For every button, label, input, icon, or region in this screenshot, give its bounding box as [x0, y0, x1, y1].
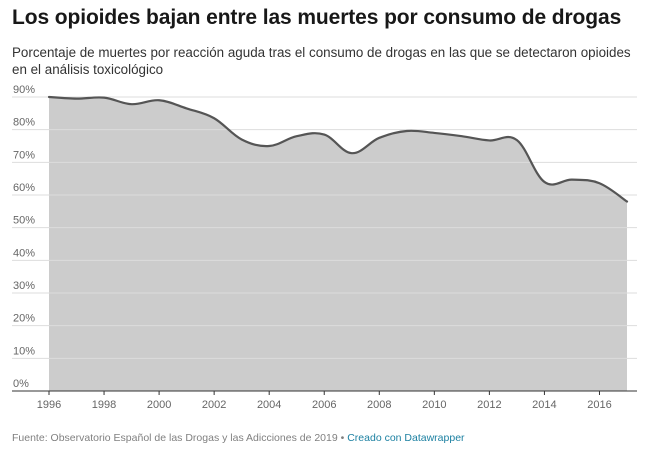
datawrapper-credit-link[interactable]: Creado con Datawrapper: [347, 432, 465, 444]
x-tick-label: 1996: [37, 399, 61, 411]
y-tick-label: 90%: [13, 84, 35, 96]
y-tick-label: 50%: [13, 215, 35, 227]
x-tick-label: 2002: [202, 399, 226, 411]
y-tick-label: 0%: [13, 378, 29, 390]
area-chart: 0% 10% 20% 30% 40% 50% 60% 70% 80% 90% 1996 1998 20…: [12, 84, 637, 411]
x-tick-label: 2000: [147, 399, 171, 411]
series-line: [47, 95, 629, 203]
y-tick-label: 30%: [13, 280, 35, 292]
y-tick-label: 80%: [13, 117, 35, 129]
chart-title: Los opioides bajan entre las muertes por…: [12, 6, 622, 29]
x-tick-label: 2008: [367, 399, 391, 411]
series-area: [49, 97, 627, 391]
y-tick-label: 10%: [13, 345, 35, 357]
y-tick-label: 40%: [13, 247, 35, 259]
x-axis-ticks: 1996 1998 2000 2002 2004 2006 2008 2010 2012 2014…: [37, 391, 612, 411]
x-tick-label: 1998: [92, 399, 116, 411]
y-tick-label: 20%: [13, 313, 35, 325]
y-tick-label: 60%: [13, 182, 35, 194]
x-tick-label: 2016: [587, 399, 611, 411]
footer-separator: •: [337, 432, 348, 444]
y-tick-label: 70%: [13, 149, 35, 161]
x-tick-label: 2012: [477, 399, 501, 411]
x-tick-label: 2010: [422, 399, 446, 411]
chart-footer: Fuente: Observatorio Español de las Drog…: [12, 432, 465, 444]
y-axis-ticks: 0% 10% 20% 30% 40% 50% 60% 70% 80% 90%: [13, 84, 35, 390]
x-tick-label: 2006: [312, 399, 336, 411]
chart-subtitle: Porcentaje de muertes por reacción aguda…: [12, 45, 631, 77]
source-note: Fuente: Observatorio Español de las Drog…: [12, 432, 338, 444]
x-tick-label: 2014: [532, 399, 556, 411]
x-tick-label: 2004: [257, 399, 281, 411]
